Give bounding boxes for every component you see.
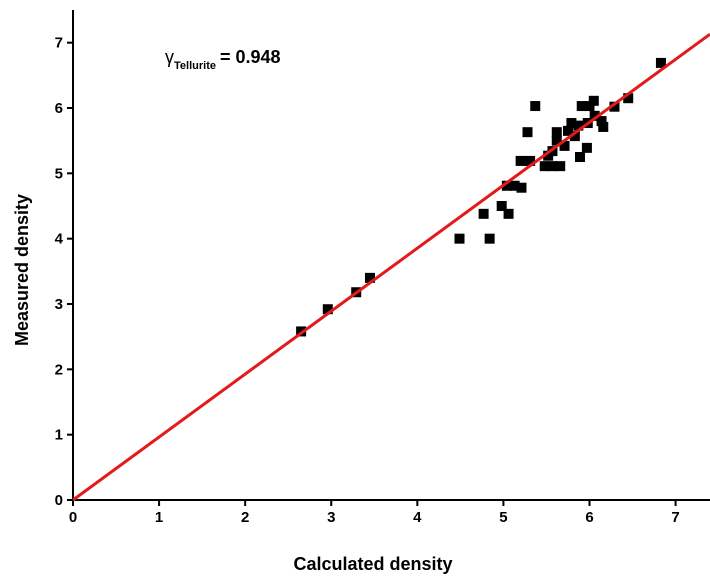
point	[573, 120, 584, 131]
point	[547, 161, 558, 172]
x-tick-label: 7	[671, 509, 679, 526]
annotation-symbol: γ	[165, 47, 174, 67]
point	[623, 93, 634, 104]
point	[596, 116, 607, 127]
point	[584, 101, 595, 112]
y-tick-label: 7	[55, 35, 63, 52]
point	[598, 121, 609, 132]
point	[551, 135, 562, 146]
y-axis-label: Measured density	[12, 194, 32, 346]
fit-line	[72, 32, 710, 502]
point	[539, 161, 550, 172]
point	[562, 125, 573, 136]
point	[515, 155, 526, 166]
y-tick-label: 5	[55, 165, 63, 182]
point	[322, 304, 333, 315]
x-tick-label: 3	[327, 509, 335, 526]
point	[581, 142, 592, 153]
annotation: γTellurite = 0.948	[165, 47, 281, 72]
annotation-text: = 0.948	[220, 47, 281, 67]
x-tick-label: 0	[69, 509, 77, 526]
point	[530, 101, 541, 112]
point	[559, 140, 570, 151]
x-tick-label: 1	[155, 509, 163, 526]
point	[478, 208, 489, 219]
point	[503, 208, 514, 219]
point	[655, 57, 666, 68]
point	[484, 233, 495, 244]
y-tick-label: 4	[55, 231, 64, 248]
point	[509, 180, 520, 191]
point	[454, 233, 465, 244]
point	[501, 180, 512, 191]
x-tick-label: 4	[413, 509, 422, 526]
point	[576, 101, 587, 112]
x-tick-label: 5	[499, 509, 507, 526]
point	[566, 118, 577, 129]
y-tick-label: 2	[55, 361, 63, 378]
point	[516, 182, 527, 193]
x-tick-label: 6	[585, 509, 593, 526]
y-tick-label: 3	[55, 296, 63, 313]
annotation-subscript: Tellurite	[174, 60, 216, 72]
point	[364, 272, 375, 283]
y-tick-label: 6	[55, 100, 63, 117]
point	[609, 101, 620, 112]
y-tick-label: 0	[55, 492, 63, 509]
point	[522, 127, 533, 138]
x-axis-label: Calculated density	[293, 554, 452, 574]
point	[525, 155, 536, 166]
point	[496, 201, 507, 211]
x-tick-label: 2	[241, 509, 249, 526]
y-tick-label: 1	[55, 427, 63, 444]
point	[589, 110, 600, 121]
point	[588, 95, 599, 106]
point	[551, 127, 562, 138]
point	[575, 152, 586, 162]
point	[555, 161, 566, 172]
point	[569, 131, 580, 142]
